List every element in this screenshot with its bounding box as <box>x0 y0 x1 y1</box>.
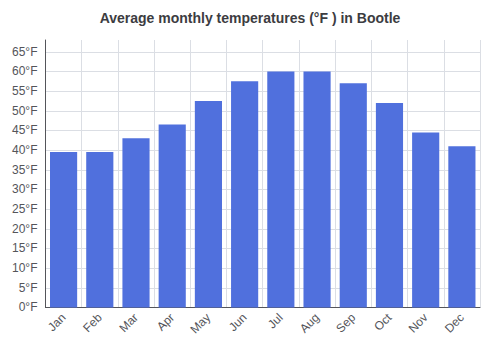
svg-text:40°F: 40°F <box>12 143 37 157</box>
svg-text:20°F: 20°F <box>12 222 37 236</box>
svg-text:Dec: Dec <box>442 311 467 336</box>
svg-text:0°F: 0°F <box>19 300 38 314</box>
svg-text:Jan: Jan <box>45 311 69 335</box>
svg-text:55°F: 55°F <box>12 84 37 98</box>
svg-text:Jul: Jul <box>265 311 286 332</box>
svg-text:65°F: 65°F <box>12 45 37 59</box>
svg-text:Nov: Nov <box>406 311 431 336</box>
svg-text:35°F: 35°F <box>12 163 37 177</box>
svg-text:45°F: 45°F <box>12 123 37 137</box>
svg-text:15°F: 15°F <box>12 241 37 255</box>
svg-text:60°F: 60°F <box>12 64 37 78</box>
svg-text:Oct: Oct <box>371 310 395 334</box>
svg-text:Apr: Apr <box>154 311 177 334</box>
svg-text:10°F: 10°F <box>12 261 37 275</box>
svg-text:5°F: 5°F <box>19 281 38 295</box>
svg-text:Jun: Jun <box>226 311 250 335</box>
svg-text:25°F: 25°F <box>12 202 37 216</box>
svg-text:Sep: Sep <box>333 310 358 335</box>
svg-text:50°F: 50°F <box>12 104 37 118</box>
svg-text:Aug: Aug <box>297 311 322 336</box>
svg-text:30°F: 30°F <box>12 182 37 196</box>
svg-text:Average monthly temperatures (: Average monthly temperatures (°F ) in Bo… <box>100 10 401 26</box>
svg-text:May: May <box>187 311 213 337</box>
svg-text:Feb: Feb <box>80 310 105 335</box>
svg-text:Mar: Mar <box>116 311 141 335</box>
